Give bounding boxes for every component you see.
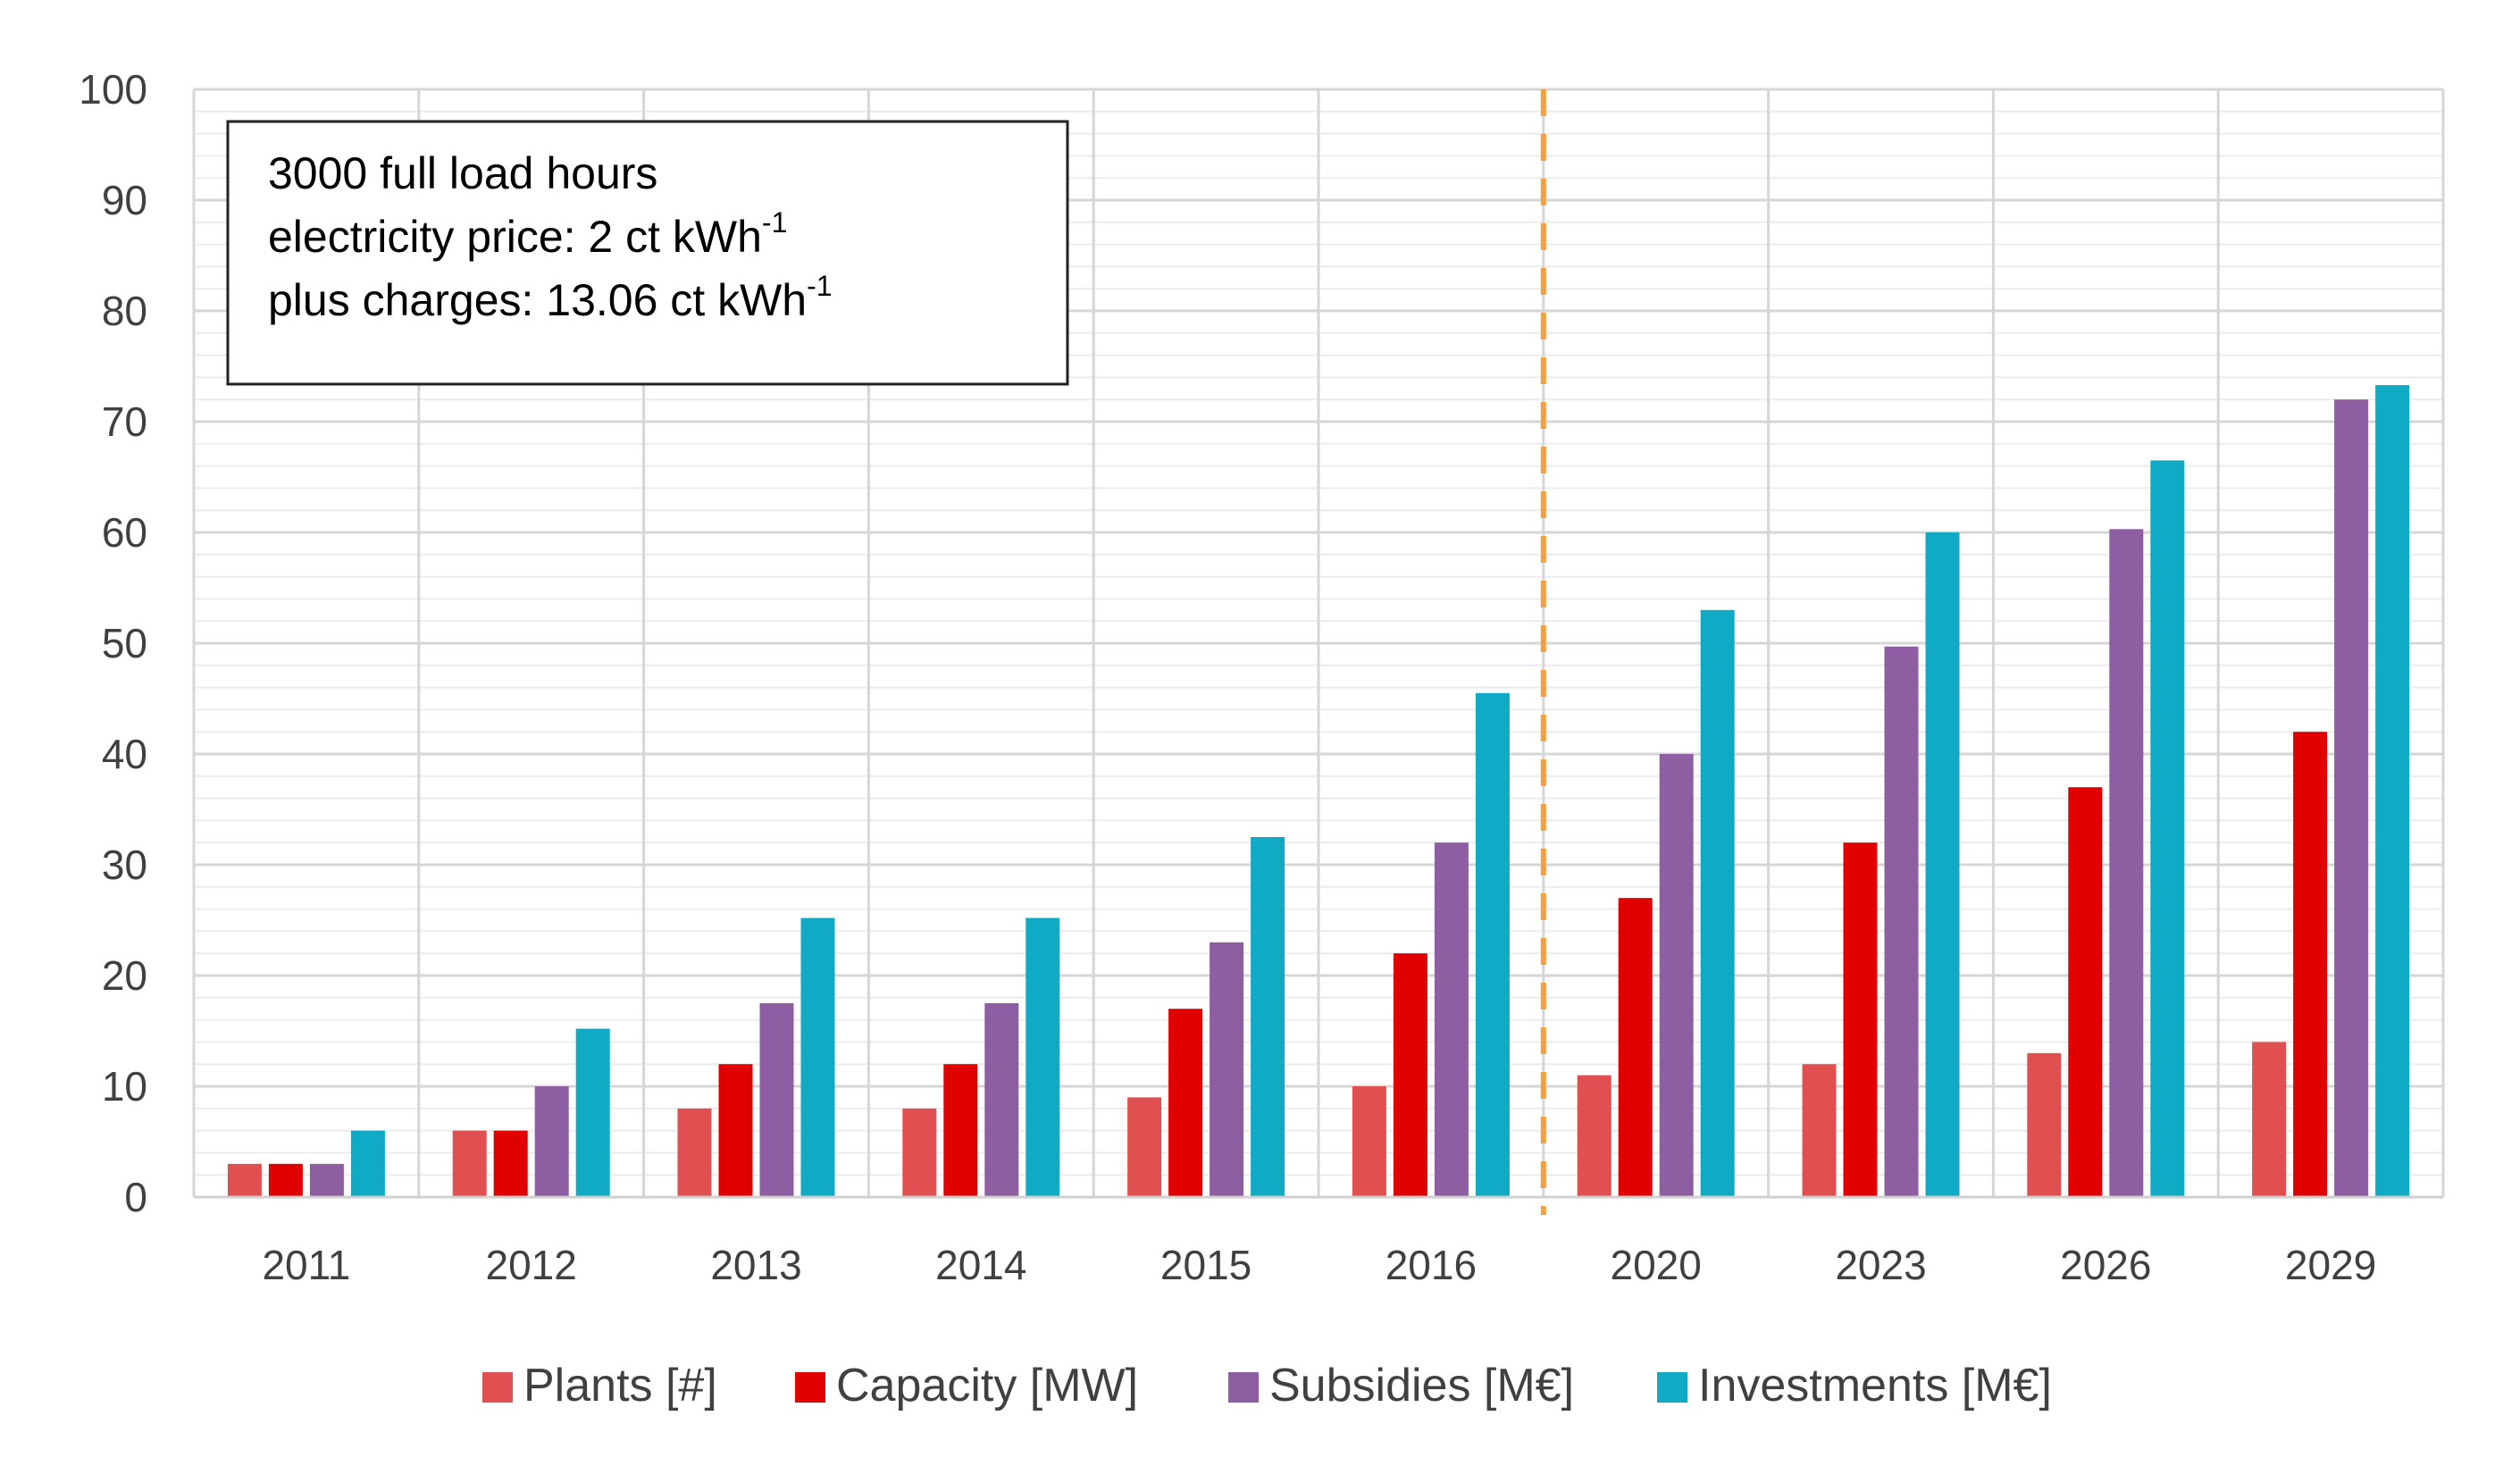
legend-label: Plants [#] [523,1360,717,1412]
x-tick-label: 2020 [1611,1242,1702,1288]
bar-plants-2016 [1352,1086,1386,1197]
x-axis-tick-labels: 2011 2012 2013 2014 2015 2016 2020 2023 2026 2029 [262,1242,2376,1288]
bar-investments-2014 [1026,917,1060,1197]
legend-swatch [1228,1372,1259,1403]
x-tick-label: 2015 [1160,1242,1252,1288]
bar-capacity-2012 [493,1130,528,1197]
bar-investments-2029 [2375,385,2410,1198]
bar-capacity-2011 [268,1163,303,1197]
bar-investments-2015 [1251,837,1285,1197]
bar-capacity-2020 [1618,898,1653,1197]
legend-swatch [795,1372,825,1403]
bar-plants-2015 [1127,1097,1162,1197]
legend-swatch [1657,1372,1687,1403]
bars [227,385,2410,1198]
bar-subsidies-2015 [1210,942,1244,1197]
bar-subsidies-2011 [309,1163,344,1197]
y-tick-label: 30 [102,842,147,888]
y-tick-label: 100 [79,66,147,113]
y-tick-label: 0 [124,1174,147,1220]
y-tick-label: 60 [102,509,147,556]
y-tick-label: 70 [102,398,147,445]
bar-subsidies-2023 [1884,646,1919,1197]
bar-capacity-2026 [2068,787,2103,1197]
bar-investments-2013 [800,917,835,1197]
annotation-line-3: plus charges: 13.06 ct kWh-1 [268,270,833,325]
legend: Plants [#] Capacity [MW] Subsidies [M€] Inv… [482,1360,2052,1412]
bar-subsidies-2016 [1434,842,1469,1197]
x-tick-label: 2013 [710,1242,801,1288]
bar-capacity-2029 [2293,732,2328,1197]
x-tick-label: 2026 [2060,1242,2151,1288]
annotation-box: 3000 full load hours electricity price: … [226,120,1069,386]
bar-capacity-2014 [943,1064,978,1197]
x-tick-label: 2023 [1835,1242,1926,1288]
x-tick-label: 2016 [1386,1242,1477,1288]
y-tick-label: 40 [102,731,147,777]
y-tick-label: 80 [102,288,147,334]
bar-capacity-2016 [1393,953,1427,1197]
bar-plants-2011 [227,1163,262,1197]
x-tick-label: 2029 [2285,1242,2376,1288]
bar-capacity-2023 [1843,842,1878,1197]
bar-plants-2014 [902,1108,937,1197]
annotation-line-2-superscript: -1 [762,206,787,239]
annotation-line-2-text: electricity price: 2 ct kWh [268,212,762,262]
bar-capacity-2013 [718,1064,753,1197]
annotation-line-2: electricity price: 2 ct kWh-1 [268,206,787,262]
legend-label: Capacity [MW] [836,1360,1138,1412]
y-tick-label: 10 [102,1063,147,1110]
bar-subsidies-2029 [2334,399,2369,1197]
bar-subsidies-2014 [984,1003,1019,1197]
y-tick-label: 20 [102,952,147,999]
bar-plants-2012 [452,1130,487,1197]
bar-plants-2026 [2027,1052,2062,1197]
legend-label: Subsidies [M€] [1269,1360,1574,1412]
x-tick-label: 2012 [486,1242,577,1288]
x-tick-label: 2014 [935,1242,1026,1288]
bar-investments-2011 [350,1130,385,1197]
legend-label: Investments [M€] [1698,1360,2052,1412]
bar-plants-2013 [677,1108,712,1197]
y-tick-label: 90 [102,177,147,223]
annotation-line-3-superscript: -1 [807,270,832,302]
bar-subsidies-2012 [534,1086,569,1197]
bar-investments-2020 [1700,609,1735,1197]
bar-plants-2029 [2252,1042,2287,1197]
bar-subsidies-2020 [1659,754,1694,1197]
bar-subsidies-2013 [759,1003,794,1197]
bar-investments-2023 [1925,532,1960,1197]
legend-swatch [482,1372,513,1403]
bar-investments-2016 [1475,692,1510,1197]
y-tick-label: 50 [102,620,147,666]
annotation-line-3-text: plus charges: 13.06 ct kWh [268,275,807,325]
annotation-line-1: 3000 full load hours [268,148,657,198]
y-axis-tick-labels: 0 10 20 30 40 50 60 70 80 90 100 [79,66,147,1220]
bar-investments-2012 [575,1028,610,1197]
bar-plants-2023 [1802,1064,1837,1197]
bar-plants-2020 [1577,1075,1612,1197]
bar-capacity-2015 [1168,1009,1203,1197]
bar-subsidies-2026 [2109,529,2144,1197]
x-tick-label: 2011 [262,1242,350,1288]
bar-investments-2026 [2150,460,2185,1197]
